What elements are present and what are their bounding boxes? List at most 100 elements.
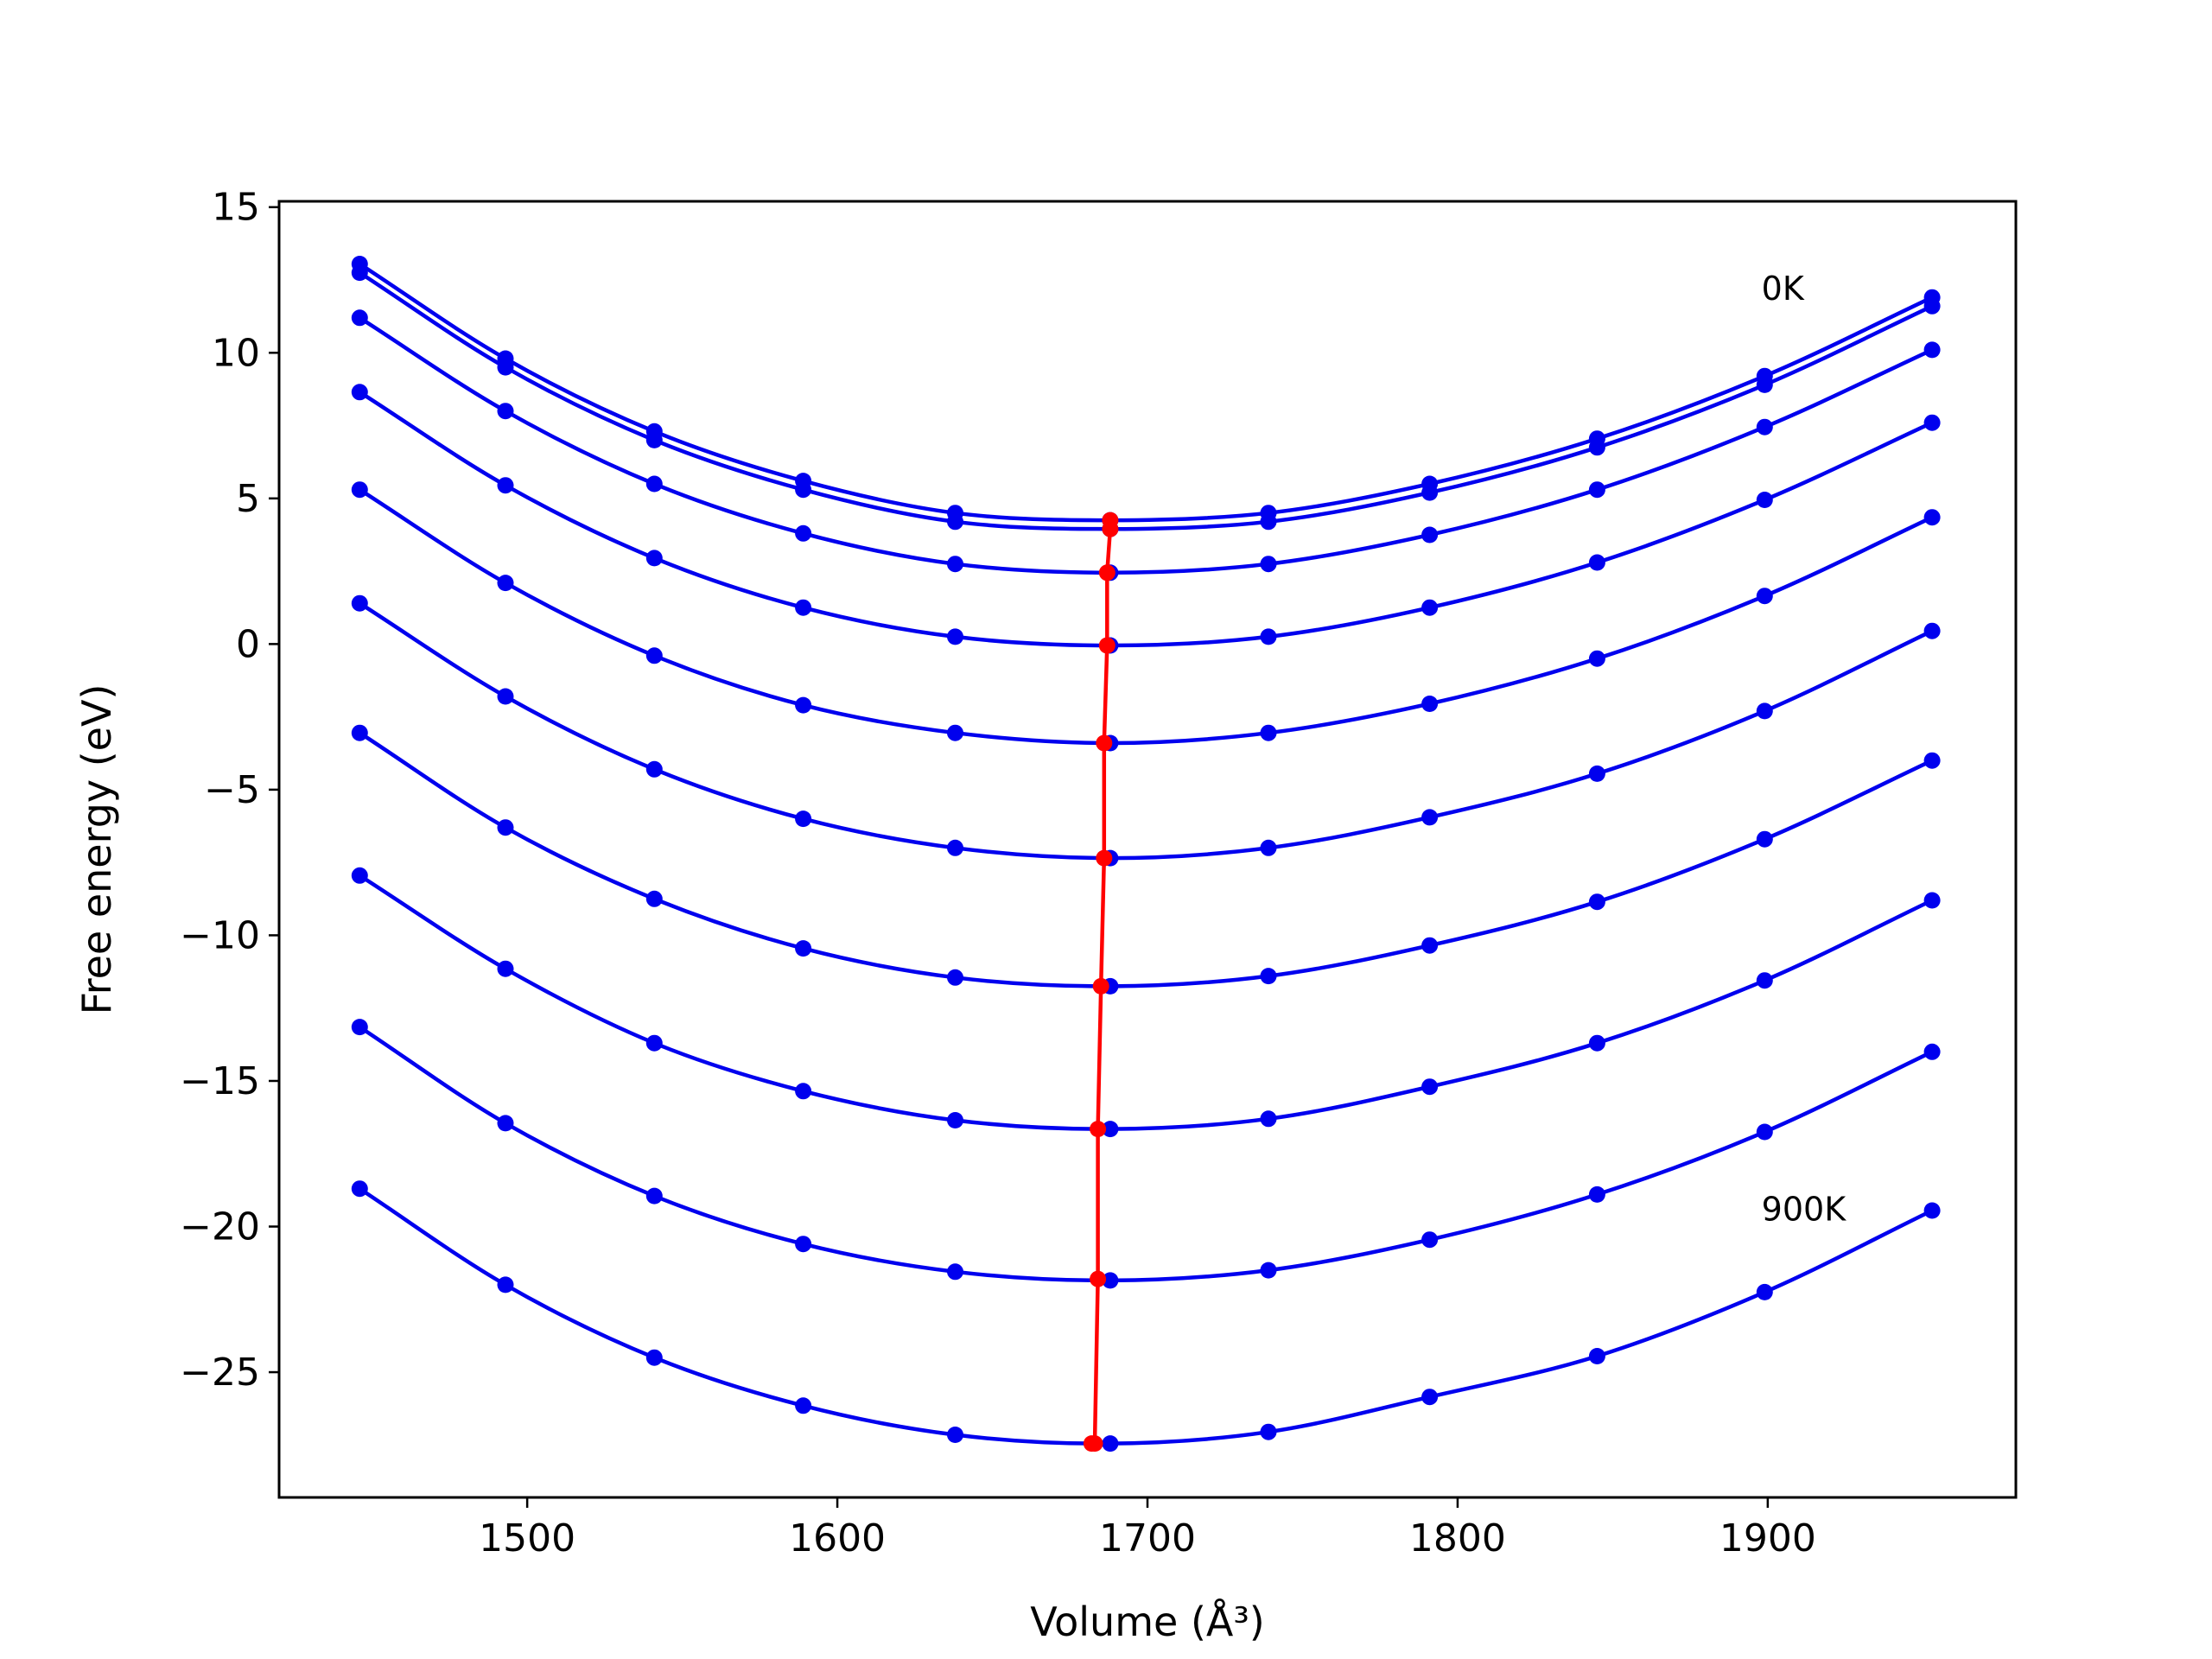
- data-point: [1923, 341, 1941, 359]
- series-5: [351, 594, 1941, 867]
- data-point: [795, 481, 812, 499]
- y-tick-label: 0: [236, 622, 260, 666]
- minimum-point: [1090, 1121, 1107, 1138]
- data-point: [351, 594, 368, 612]
- minimum-point: [1096, 734, 1113, 752]
- y-axis-label: Free energy (eV): [73, 684, 120, 1015]
- y-tick-label: 15: [212, 186, 260, 230]
- data-point: [497, 960, 514, 977]
- y-tick-label: 5: [236, 477, 260, 521]
- data-point: [1923, 752, 1941, 769]
- data-point: [1260, 628, 1277, 645]
- data-point: [795, 1397, 812, 1414]
- data-point: [947, 1263, 963, 1281]
- data-point: [1588, 1348, 1605, 1364]
- data-point: [947, 724, 963, 741]
- data-point: [1588, 1185, 1605, 1203]
- series-4: [351, 481, 1941, 752]
- minimum-point: [1090, 1270, 1107, 1287]
- y-axis: 15 10 5 0 −5 −10 −15 −20 −25: [180, 186, 279, 1395]
- minimum-curve: [1083, 512, 1119, 1452]
- minimum-point: [1102, 520, 1119, 537]
- data-point: [1923, 509, 1941, 526]
- data-point: [1756, 1123, 1773, 1141]
- data-point: [1923, 414, 1941, 431]
- data-point: [1756, 702, 1773, 720]
- y-tick-label: −25: [180, 1351, 260, 1395]
- data-point: [947, 839, 963, 856]
- data-point: [1421, 1078, 1439, 1096]
- data-point: [1756, 588, 1773, 605]
- x-axis-label: Volume (Å³): [1030, 1599, 1265, 1645]
- data-point: [497, 819, 514, 836]
- minimum-point: [1098, 564, 1116, 582]
- series-6: [351, 724, 1941, 995]
- series-line: [359, 874, 1934, 1131]
- data-point: [351, 481, 368, 499]
- data-point: [1421, 696, 1439, 712]
- y-tick-label: −15: [180, 1059, 260, 1103]
- data-point: [645, 431, 663, 448]
- data-point: [497, 1276, 514, 1294]
- data-point: [947, 556, 963, 573]
- data-point: [1421, 1231, 1439, 1249]
- series-line: [359, 1186, 1934, 1446]
- x-tick-label: 1800: [1409, 1516, 1506, 1560]
- data-point: [1421, 809, 1439, 826]
- data-point: [351, 1180, 368, 1198]
- data-point: [947, 513, 963, 531]
- data-point: [1421, 1389, 1439, 1406]
- series-line: [359, 270, 1934, 531]
- data-point: [645, 760, 663, 778]
- data-point: [1756, 972, 1773, 989]
- annotations: 0K 900K: [1762, 270, 1847, 1228]
- data-point: [645, 475, 663, 493]
- data-point: [1421, 599, 1439, 616]
- data-point: [645, 890, 663, 907]
- data-point: [795, 810, 812, 828]
- y-tick-label: −10: [180, 913, 260, 957]
- data-point: [1923, 1202, 1941, 1219]
- data-point: [947, 1112, 963, 1128]
- data-point: [795, 940, 812, 957]
- data-point: [1923, 297, 1941, 315]
- data-point: [1421, 484, 1439, 501]
- data-point: [795, 524, 812, 542]
- data-point: [1421, 526, 1439, 543]
- data-point: [351, 309, 368, 327]
- data-point: [351, 264, 368, 282]
- series-line: [359, 731, 1934, 988]
- data-point: [1588, 554, 1605, 571]
- y-tick-label: −20: [180, 1205, 260, 1249]
- minimum-point: [1098, 637, 1116, 654]
- x-axis: 1500 1600 1700 1800 1900: [479, 1497, 1816, 1560]
- data-point: [1923, 892, 1941, 909]
- data-point: [1588, 1034, 1605, 1052]
- series-0: [351, 256, 1941, 529]
- data-point: [351, 724, 368, 741]
- y-tick-label: 10: [212, 331, 260, 375]
- data-point: [1588, 439, 1605, 456]
- data-point: [497, 1115, 514, 1132]
- data-point: [1923, 622, 1941, 639]
- data-point: [351, 384, 368, 401]
- series-line: [359, 601, 1934, 861]
- data-point: [947, 969, 963, 986]
- data-point: [497, 403, 514, 420]
- x-tick-label: 1900: [1719, 1516, 1816, 1560]
- data-point: [645, 550, 663, 567]
- data-point: [1588, 481, 1605, 499]
- plot-content: [351, 256, 1941, 1452]
- data-point: [1102, 1272, 1119, 1289]
- data-point: [645, 1187, 663, 1205]
- data-point: [1588, 765, 1605, 782]
- data-point: [1260, 513, 1277, 531]
- data-point: [351, 1019, 368, 1036]
- data-point: [1260, 1262, 1277, 1279]
- series-line: [359, 262, 1934, 523]
- series-line: [359, 1025, 1934, 1283]
- data-point: [1102, 1435, 1119, 1452]
- data-point: [795, 1083, 812, 1100]
- data-point: [497, 359, 514, 376]
- data-point: [497, 688, 514, 705]
